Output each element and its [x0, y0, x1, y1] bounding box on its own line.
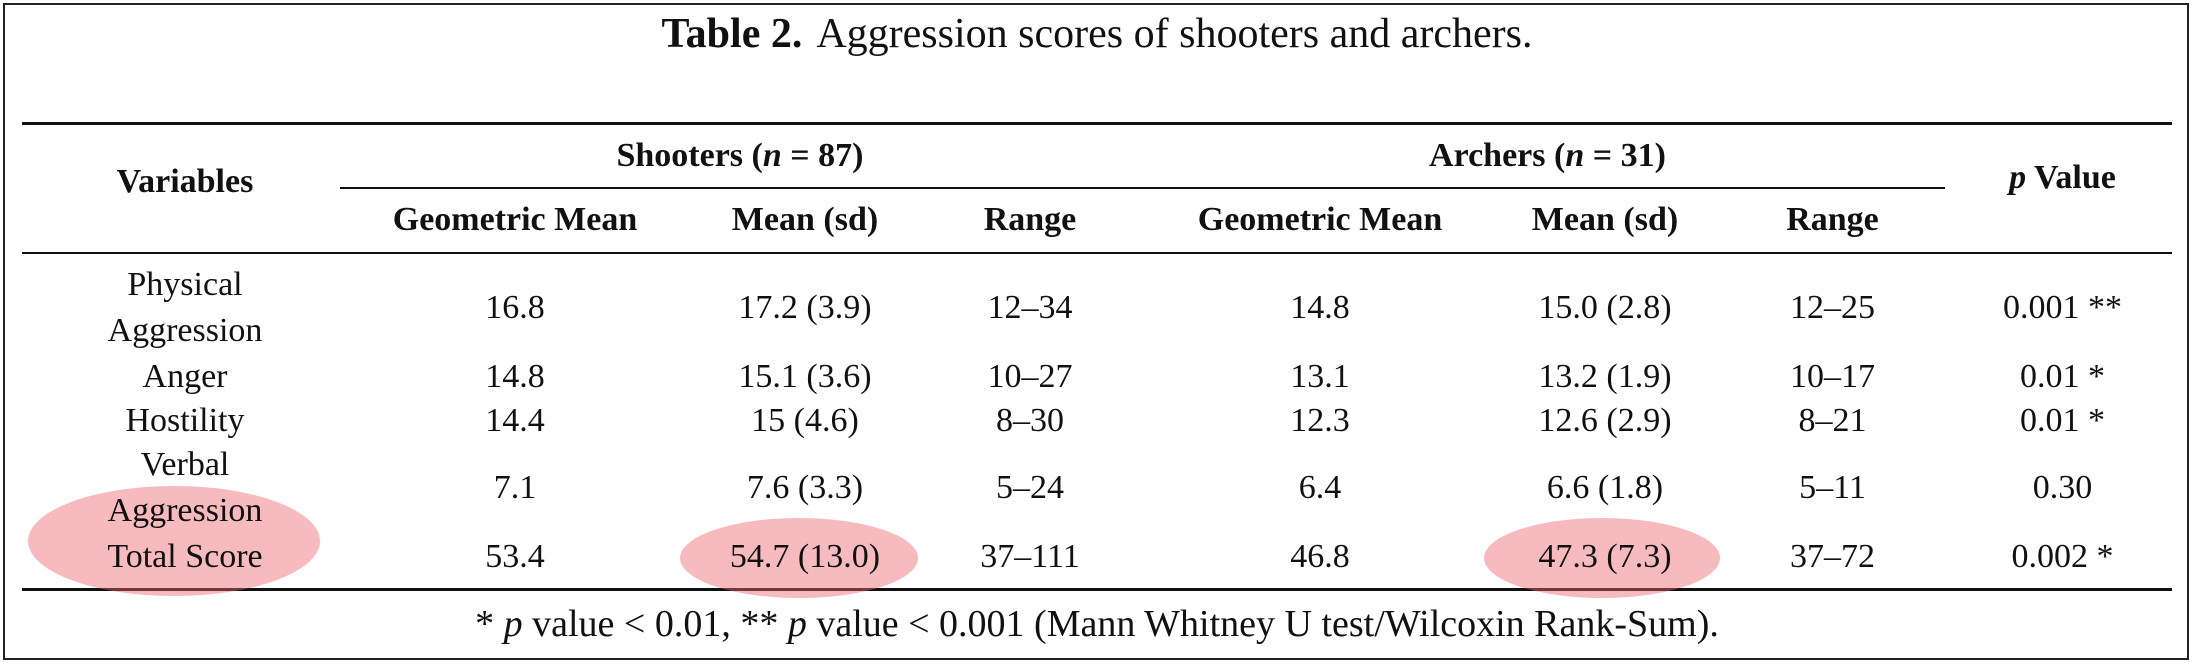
- highlight-total-score: [28, 486, 320, 596]
- subheader-archers-geometric-mean: Geometric Mean: [1197, 201, 1443, 238]
- subheader-shooters-geometric-mean: Geometric Mean: [392, 201, 638, 238]
- group-header-rule: [340, 187, 1945, 189]
- table-cell: 13.2 (1.9): [1538, 358, 1672, 395]
- header-p-value: p Value: [2009, 159, 2116, 196]
- subheader-archers-range: Range: [1786, 201, 1879, 238]
- subheader-shooters-mean-sd: Mean (sd): [731, 201, 879, 238]
- row-physical-variable-line2: Aggression: [107, 312, 263, 349]
- table-cell: 10–17: [1790, 358, 1875, 395]
- table-cell: 5–24: [996, 469, 1064, 506]
- table-cell: 0.002 *: [2011, 538, 2114, 575]
- table-cell: 12.3: [1290, 402, 1350, 439]
- bottom-rule: [22, 588, 2172, 591]
- table-cell: 0.001 **: [2003, 289, 2122, 326]
- table-cell: 17.2 (3.9): [738, 289, 872, 326]
- subheader-archers-mean-sd: Mean (sd): [1531, 201, 1679, 238]
- table-cell: 6.6 (1.8): [1546, 469, 1664, 506]
- table-cell: 46.8: [1290, 538, 1350, 575]
- header-shooters: Shooters (n = 87): [616, 137, 864, 174]
- row-total-score-variable: Total Score: [107, 538, 263, 575]
- header-rule: [22, 252, 2172, 254]
- row-physical-variable-line1: Physical: [127, 266, 243, 303]
- table-cell: 15.1 (3.6): [738, 358, 872, 395]
- table-cell: 7.1: [493, 469, 537, 506]
- table-cell: 0.01 *: [2020, 358, 2105, 395]
- table-cell: 15 (4.6): [751, 402, 859, 439]
- table-cell: 14.4: [485, 402, 545, 439]
- header-archers: Archers (n = 31): [1429, 137, 1666, 174]
- table-cell: 47.3 (7.3): [1538, 538, 1672, 575]
- row-hostility-variable: Hostility: [125, 402, 245, 439]
- table-cell: 54.7 (13.0): [729, 538, 881, 575]
- table-cell: 12–25: [1790, 289, 1875, 326]
- row-verbal-variable-line2: Aggression: [107, 492, 263, 529]
- table-cell: 0.30: [2032, 469, 2093, 506]
- table-cell: 14.8: [1290, 289, 1350, 326]
- caption-label: Table 2.: [661, 11, 803, 57]
- row-anger-variable: Anger: [142, 358, 228, 395]
- table-cell: 8–30: [996, 402, 1064, 439]
- table-cell: 7.6 (3.3): [746, 469, 864, 506]
- table-cell: 12–34: [987, 289, 1073, 326]
- header-variables: Variables: [116, 163, 254, 200]
- table-cell: 6.4: [1298, 469, 1342, 506]
- table-cell: 0.01 *: [2020, 402, 2105, 439]
- caption-text: Aggression scores of shooters and archer…: [816, 11, 1533, 57]
- table-cell: 10–27: [987, 358, 1073, 395]
- figure-frame: [3, 3, 2189, 660]
- table-caption: Table 2. Aggression scores of shooters an…: [0, 6, 2194, 62]
- table-footnote: * p value < 0.01, ** p value < 0.001 (Ma…: [475, 603, 1719, 645]
- highlight-shooters-total-mean: [680, 518, 918, 598]
- highlight-archers-total-mean: [1484, 518, 1720, 598]
- table-cell: 5–11: [1799, 469, 1866, 506]
- table-cell: 37–111: [980, 538, 1080, 575]
- subheader-shooters-range: Range: [983, 201, 1077, 238]
- row-verbal-variable-line1: Verbal: [140, 446, 230, 483]
- table-cell: 16.8: [485, 289, 545, 326]
- table-cell: 15.0 (2.8): [1538, 289, 1672, 326]
- table-cell: 53.4: [485, 538, 545, 575]
- table-cell: 13.1: [1290, 358, 1350, 395]
- table-cell: 8–21: [1798, 402, 1867, 439]
- table-cell: 37–72: [1790, 538, 1875, 575]
- table-cell: 14.8: [485, 358, 545, 395]
- top-rule: [22, 122, 2172, 125]
- table-cell: 12.6 (2.9): [1538, 402, 1672, 439]
